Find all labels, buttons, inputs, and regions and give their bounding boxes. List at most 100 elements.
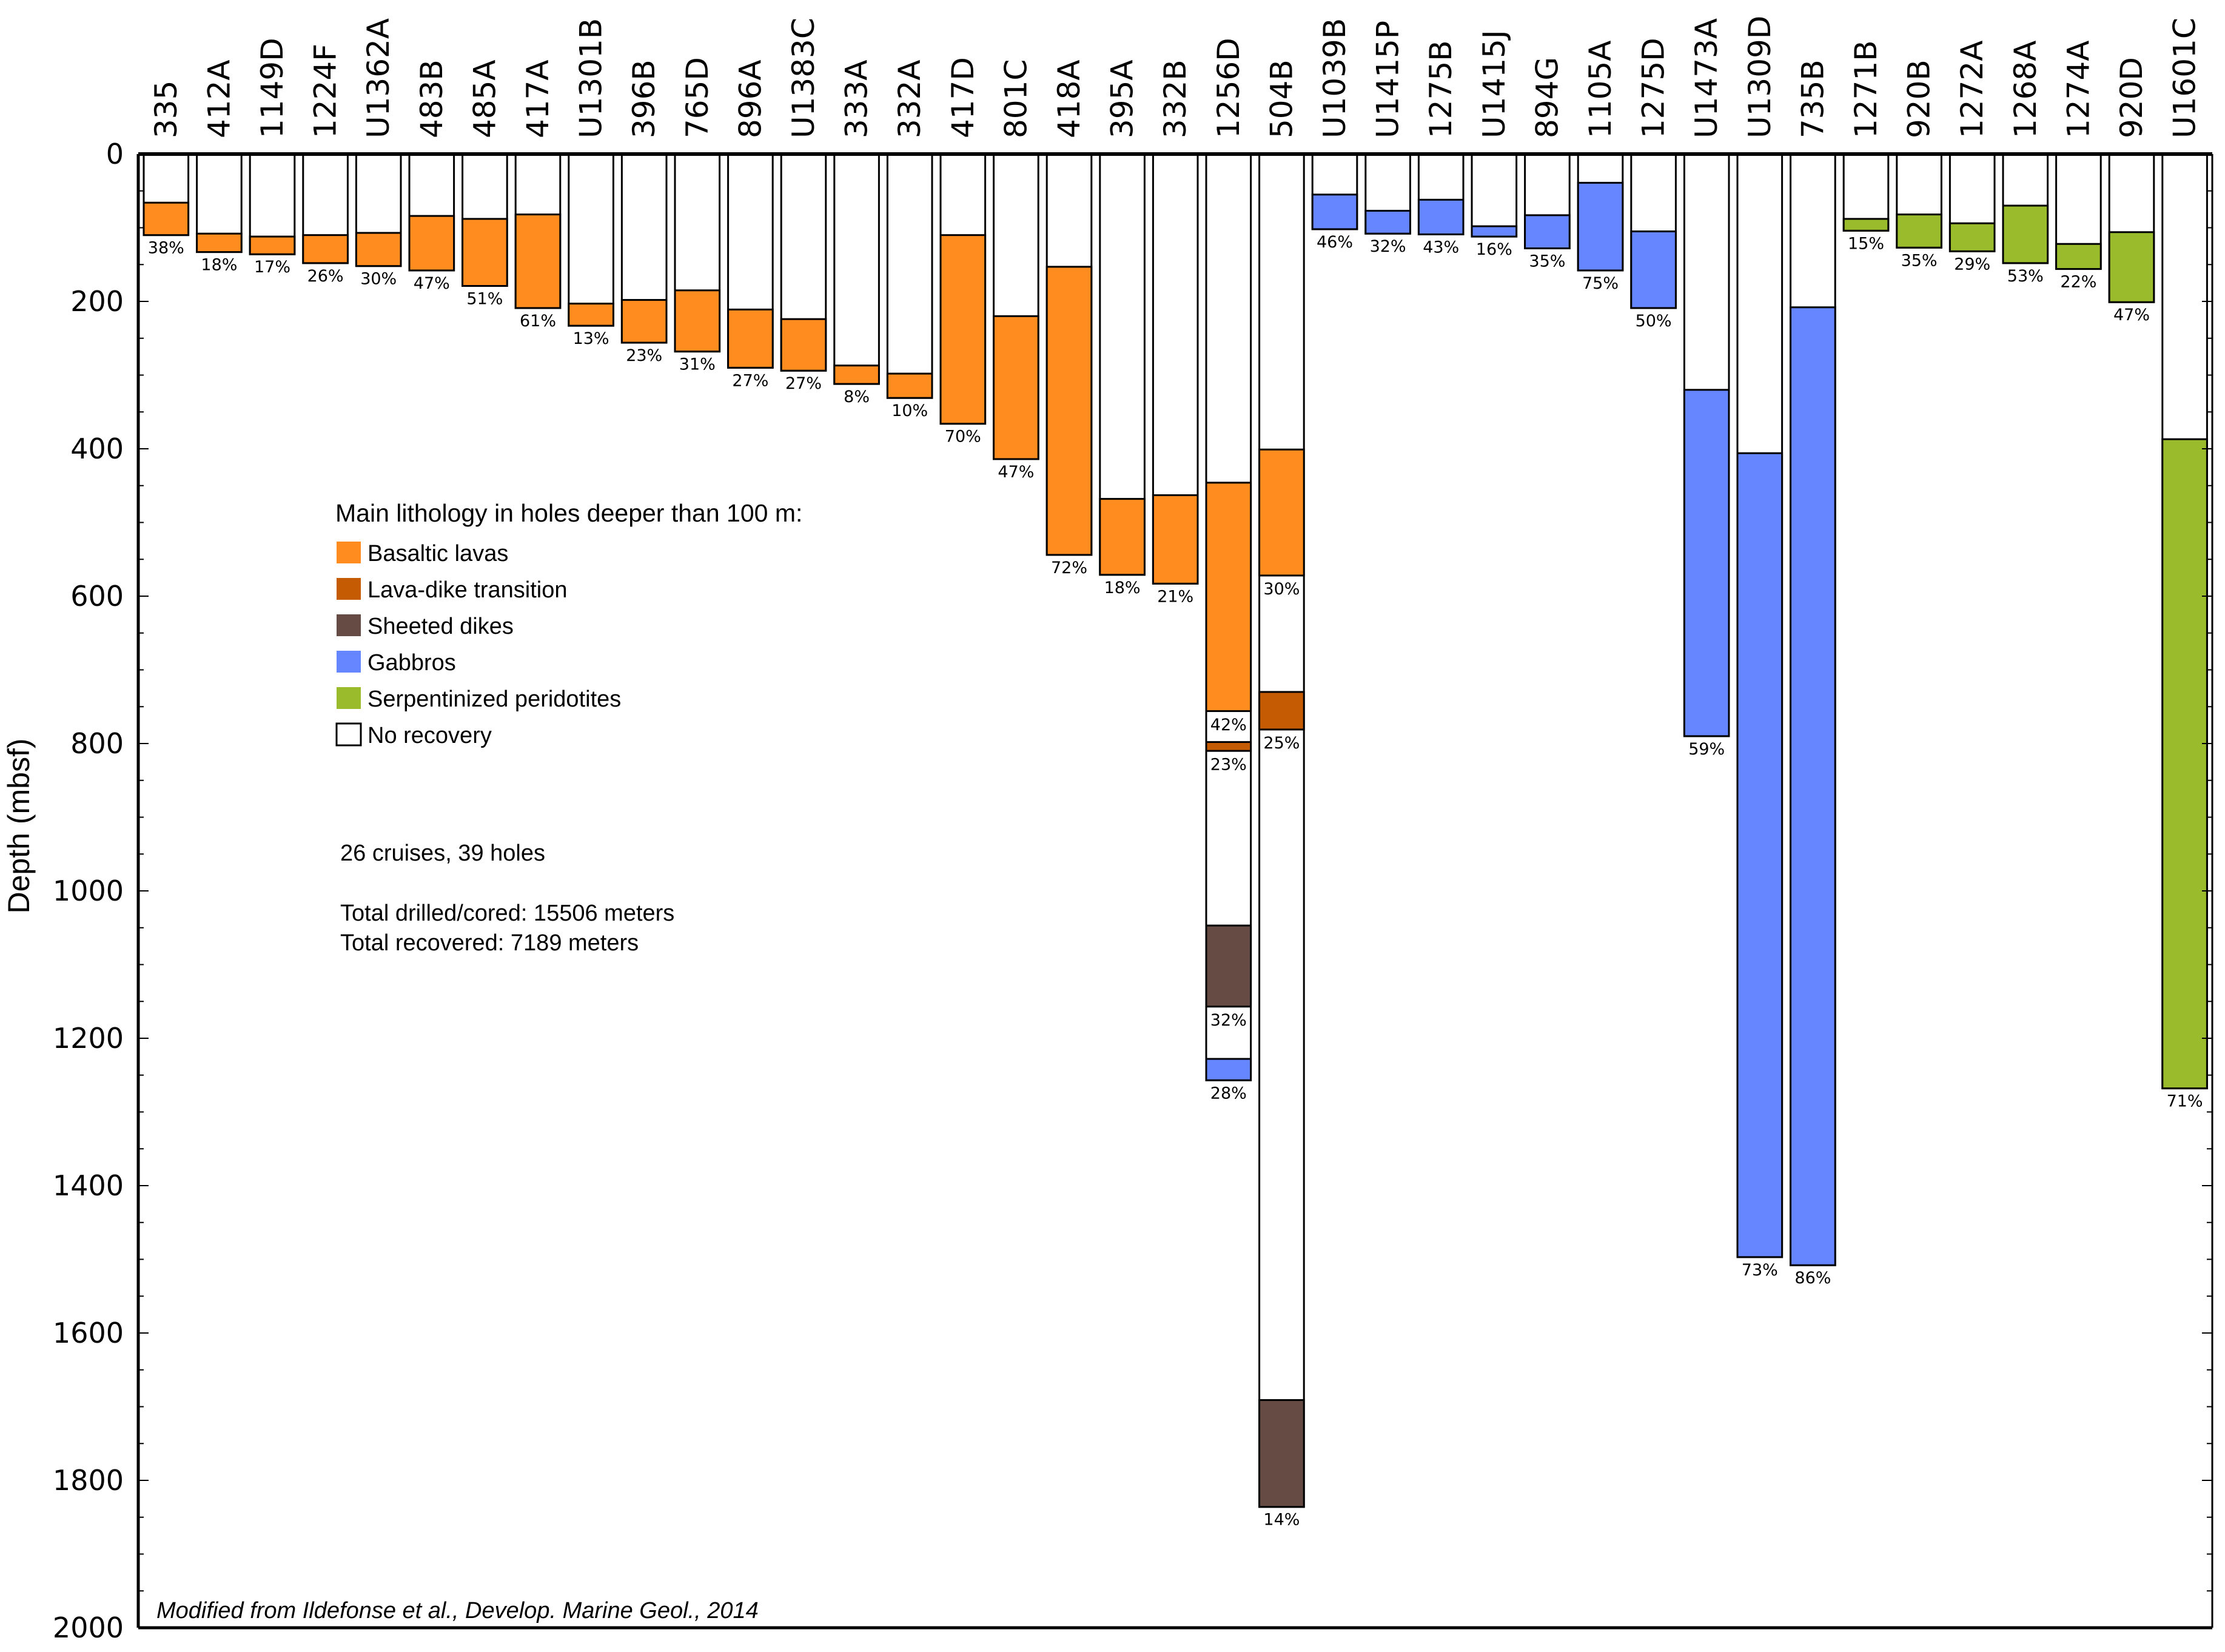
hole-label: U1362A xyxy=(361,18,396,138)
hole-column-U1601C: 71% xyxy=(2161,153,2208,1111)
hole-column-332B: 21% xyxy=(1152,153,1199,606)
bar-segment-basalt xyxy=(355,232,402,267)
note-total-drilled: Total drilled/cored: 15506 meters xyxy=(340,901,674,926)
recovery-label: 31% xyxy=(679,355,716,374)
hole-label: 1272A xyxy=(1955,41,1990,138)
bar-segment-peridotite xyxy=(1948,222,1996,252)
y-tick-label: 1800 xyxy=(53,1464,124,1497)
y-tick-label: 1000 xyxy=(53,875,124,907)
bar-segment-basalt xyxy=(249,235,296,255)
recovery-label: 72% xyxy=(1051,559,1087,577)
hole-column-U1473A: 59% xyxy=(1683,153,1730,759)
recovery-label: 16% xyxy=(1476,240,1512,259)
hole-column-U1362A: 30% xyxy=(355,153,402,289)
note-cruises-holes: 26 cruises, 39 holes xyxy=(340,841,545,866)
recovery-label: 70% xyxy=(945,428,981,446)
hole-label: 1274A xyxy=(2061,41,2096,138)
hole-column-U1415P: 32% xyxy=(1364,153,1411,256)
legend-label: Lava-dike transition xyxy=(367,577,568,603)
recovery-label: 21% xyxy=(1157,587,1193,606)
hole-label: 896A xyxy=(733,59,768,138)
recovery-label: 59% xyxy=(1688,740,1725,759)
hole-label: 333A xyxy=(839,59,874,138)
recovery-label: 13% xyxy=(573,329,609,348)
hole-column-1275B: 43% xyxy=(1417,153,1465,257)
hole-column-920D: 47% xyxy=(2108,153,2155,324)
recovery-label: 10% xyxy=(891,401,928,420)
legend-label: Sheeted dikes xyxy=(367,614,514,639)
hole-label: 396B xyxy=(626,59,662,138)
bar-segment-gabbro xyxy=(1205,1058,1252,1081)
recovery-label: 71% xyxy=(2167,1092,2203,1111)
legend-swatch-dikes xyxy=(337,614,361,636)
bar-segment-basalt xyxy=(993,315,1039,460)
y-tick-label: 1200 xyxy=(53,1022,124,1055)
hole-column-U1301B: 13% xyxy=(568,153,614,348)
recovery-label: 22% xyxy=(2060,273,2096,292)
bar-no-recovery xyxy=(1842,153,1890,232)
bar-segment-basalt xyxy=(1258,448,1305,577)
legend-item-transition: Lava-dike transition xyxy=(337,577,568,603)
hole-column-396B: 23% xyxy=(620,153,668,365)
bar-segment-peridotite xyxy=(2108,231,2155,303)
hole-column-417D: 70% xyxy=(939,153,987,446)
bar-segment-basalt xyxy=(1045,266,1093,556)
recovery-label: 27% xyxy=(732,371,768,390)
hole-column-335: 38% xyxy=(143,153,190,258)
recovery-label: 47% xyxy=(2113,306,2150,324)
bar-segment-basalt xyxy=(674,289,721,353)
bar-segment-gabbro xyxy=(1524,214,1571,250)
hole-label: 1268A xyxy=(2008,41,2043,138)
bar-no-recovery xyxy=(1471,153,1518,238)
hole-label: 418A xyxy=(1052,59,1087,138)
hole-column-U1383C: 27% xyxy=(780,153,827,393)
bar-segment-basalt xyxy=(1205,482,1252,713)
hole-label: 1256D xyxy=(1211,38,1246,138)
recovery-label: 43% xyxy=(1423,238,1459,257)
y-tick-label: 200 xyxy=(70,285,124,318)
y-tick-label: 800 xyxy=(70,727,124,760)
legend-swatch-gabbro xyxy=(337,651,361,673)
recovery-label: 15% xyxy=(1848,234,1884,253)
bar-segment-basalt xyxy=(1099,498,1146,576)
recovery-label: 73% xyxy=(1742,1261,1778,1280)
recovery-label: 28% xyxy=(1210,1084,1247,1103)
bar-segment-basalt xyxy=(886,372,933,399)
hole-label: 417D xyxy=(945,57,981,138)
bar-no-recovery xyxy=(833,153,880,385)
hole-label: U1039B xyxy=(1317,18,1352,138)
hole-label: 735B xyxy=(1795,59,1830,138)
hole-column-U1415J: 16% xyxy=(1471,153,1518,259)
bar-segment-transition xyxy=(1205,741,1252,752)
hole-label: U1473A xyxy=(1689,18,1724,138)
bar-segment-basalt xyxy=(727,308,774,369)
recovery-label: 53% xyxy=(2007,267,2044,286)
legend-swatch-none xyxy=(335,722,362,747)
bar-segment-basalt xyxy=(780,318,827,372)
y-tick-label: 2000 xyxy=(53,1611,124,1644)
hole-label: 1275B xyxy=(1423,40,1458,138)
bar-segment-basalt xyxy=(833,364,880,385)
legend-swatch-peridotite xyxy=(337,687,361,709)
bar-segment-basalt xyxy=(620,299,668,344)
recovery-label: 47% xyxy=(414,274,450,293)
bar-segment-transition xyxy=(1258,691,1305,731)
legend-title: Main lithology in holes deeper than 100 … xyxy=(335,499,802,527)
recovery-label: 30% xyxy=(360,270,397,289)
hole-label: 332B xyxy=(1158,59,1193,138)
legend-item-gabbro: Gabbros xyxy=(337,650,456,676)
hole-column-801C: 47% xyxy=(993,153,1039,482)
hole-column-1268A: 53% xyxy=(2002,153,2049,286)
bar-segment-basalt xyxy=(143,201,190,237)
bar-segment-basalt xyxy=(196,232,243,254)
hole-label: 894G xyxy=(1529,57,1565,138)
recovery-label: 30% xyxy=(1263,580,1300,599)
bar-segment-gabbro xyxy=(1311,193,1358,230)
recovery-label: 42% xyxy=(1210,716,1247,734)
bar-segment-basalt xyxy=(1152,494,1199,585)
y-tick-label: 0 xyxy=(106,138,124,170)
bar-segment-gabbro xyxy=(1736,452,1784,1258)
bar-segment-basalt xyxy=(568,303,614,327)
bar-segment-gabbro xyxy=(1577,181,1624,272)
